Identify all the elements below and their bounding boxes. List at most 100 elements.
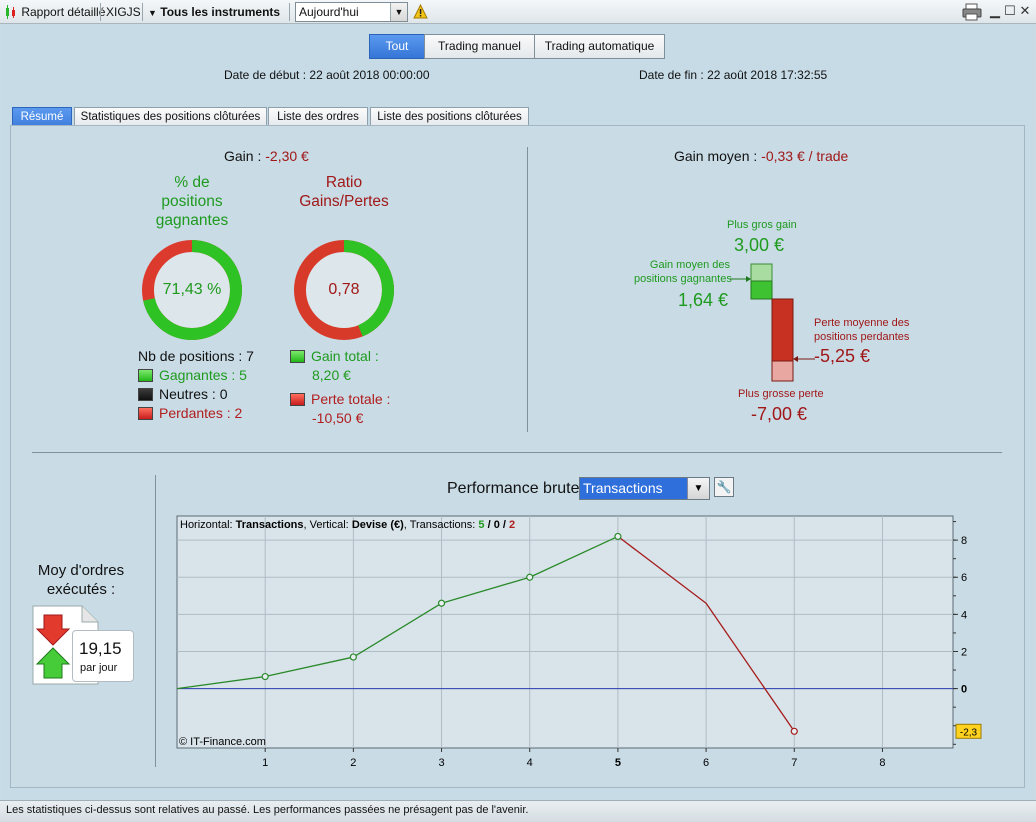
orders-unit: par jour [80, 662, 118, 674]
max-gain-value: 3,00 € [734, 235, 785, 255]
tab-closed-stats[interactable]: Statistiques des positions clôturées [74, 107, 267, 126]
chart-x-axis: 1 2 3 4 5 6 7 8 [262, 748, 886, 769]
down-arrow-icon [35, 614, 71, 646]
chart-plot-area [176, 515, 954, 749]
up-arrow-icon [35, 647, 71, 679]
x-tick-label: 6 [703, 757, 709, 769]
last-value-label: -2,3 [960, 727, 978, 738]
green-square-icon [290, 350, 305, 363]
winners-item: Gagnantes : 5 [138, 367, 247, 383]
donut-gain-arc [294, 240, 394, 340]
series-segment [617, 535, 707, 604]
series-segment [705, 602, 795, 732]
orders-label: Moy d'ordres exécutés : [37, 562, 125, 598]
candlestick-icon [6, 5, 15, 19]
performance-title: Performance brute [447, 480, 580, 497]
winning-pct-donut [142, 240, 242, 340]
total-gain-value: 8,20 € [312, 367, 351, 383]
green-square-icon [138, 369, 153, 382]
neutrals-item: Neutres : 0 [138, 386, 227, 402]
series-segment [441, 576, 530, 604]
series-segment [265, 656, 354, 678]
chart-info: Horizontal: Transactions, Vertical: Devi… [180, 519, 515, 531]
avg-loss-label: Perte moyenne des positions perdantes [814, 317, 910, 343]
filter-manual-button[interactable]: Trading manuel [424, 34, 535, 59]
filter-auto-button[interactable]: Trading automatique [534, 34, 665, 59]
close-icon[interactable]: ✕ [1019, 3, 1031, 18]
chevron-down-icon: ▼ [148, 8, 157, 18]
gain-label: Gain : [224, 148, 262, 164]
series-segment [353, 602, 442, 658]
max-loss-value: -7,00 € [751, 404, 808, 424]
end-date-label: Date de fin : [639, 68, 704, 82]
x-tick-label: 2 [350, 757, 356, 769]
max-gain-label: Plus gros gain [727, 219, 797, 231]
max-gain-bar [750, 263, 773, 282]
data-point [437, 599, 446, 607]
winning-pct-title: % de positions gagnantes [155, 174, 229, 229]
total-loss-label: Perte totale : [290, 391, 390, 407]
chevron-down-icon: ▼ [390, 3, 407, 21]
report-button[interactable]: Rapport détaillé [4, 0, 105, 24]
start-date: Date de début : 22 août 2018 00:00:00 [224, 68, 430, 82]
avg-win-bar [750, 280, 773, 300]
avg-loss-bar [771, 298, 794, 362]
avg-loss-value: -5,25 € [814, 346, 871, 366]
y-tick-label: 0 [961, 684, 967, 696]
x-tick-label: 5 [615, 757, 621, 769]
winning-pct-value: 71,43 % [162, 281, 222, 298]
wrench-icon[interactable]: 🔧 [714, 477, 734, 497]
orders-value-box [72, 630, 134, 682]
total-gain-label: Gain total : [290, 348, 379, 364]
data-point [349, 653, 357, 661]
y-tick-label: 8 [961, 535, 967, 547]
data-point [614, 532, 622, 541]
red-square-icon [138, 407, 153, 420]
start-date-label: Date de début : [224, 68, 307, 82]
performance-chart: 8 6 4 2 0 1 2 3 4 5 6 7 8 -2,3 Horizontal: Transact… [176, 515, 982, 769]
y-tick-label: 6 [961, 572, 967, 584]
chart-series [176, 535, 795, 732]
gain-header: Gain : -2,30 € [224, 148, 309, 164]
x-tick-label: 7 [791, 757, 797, 769]
series-segment [529, 535, 619, 578]
black-square-icon [138, 388, 153, 401]
x-tick-label: 3 [438, 757, 444, 769]
orders-value: 19,15 [79, 639, 122, 658]
warning-icon[interactable] [413, 4, 428, 19]
ratio-donut [294, 240, 394, 340]
performance-mode-select[interactable]: Transactions ▼ [579, 477, 710, 500]
toolbar: Rapport détaillé XIGJS ▼ Tous les instru… [0, 0, 1036, 24]
gain-value: -2,30 € [265, 148, 309, 164]
data-point [526, 573, 534, 581]
performance-mode-value: Transactions [583, 480, 663, 496]
ratio-title: Ratio Gains/Pertes [299, 174, 389, 210]
tab-summary[interactable]: Résumé [12, 107, 72, 126]
report-label: Rapport détaillé [21, 5, 106, 19]
period-select[interactable]: Aujourd'hui ▼ [295, 2, 408, 22]
end-date: Date de fin : 22 août 2018 17:32:55 [639, 68, 827, 82]
disclaimer-bar: Les statistiques ci-dessus sont relative… [0, 800, 1036, 822]
end-date-value: 22 août 2018 17:32:55 [707, 68, 828, 82]
period-value: Aujourd'hui [299, 5, 359, 19]
total-loss-value: -10,50 € [312, 410, 364, 426]
maximize-icon[interactable]: ☐ [1004, 3, 1016, 18]
losers-item: Perdantes : 2 [138, 405, 242, 421]
y-tick-label: 4 [961, 609, 967, 621]
red-square-icon [290, 393, 305, 406]
instruments-menu[interactable]: ▼ Tous les instruments [148, 0, 280, 24]
minimize-icon[interactable]: ▁ [990, 3, 1000, 18]
account-label[interactable]: XIGJS [106, 5, 141, 19]
data-point [790, 727, 798, 735]
last-value-badge [955, 723, 982, 739]
tab-orders[interactable]: Liste des ordres [268, 107, 368, 126]
filter-all-button[interactable]: Tout [369, 34, 425, 59]
chevron-down-icon: ▼ [687, 478, 709, 499]
avg-gain-header: Gain moyen : -0,33 € / trade [674, 148, 849, 164]
gain-loss-bars [730, 263, 815, 382]
donut-gain-arc [142, 240, 242, 340]
avg-win-label: Gain moyen des positions gagnantes [634, 259, 732, 285]
tab-closed-positions[interactable]: Liste des positions clôturées [370, 107, 529, 126]
y-tick-label: 2 [961, 646, 967, 658]
print-icon[interactable] [962, 3, 982, 21]
